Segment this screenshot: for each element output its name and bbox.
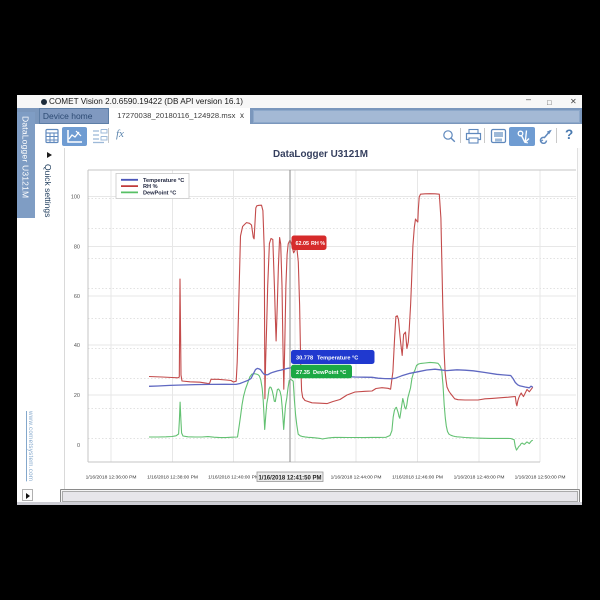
svg-text:RH %: RH % (143, 184, 158, 190)
svg-text:1/16/2018 12:36:00 PM: 1/16/2018 12:36:00 PM (86, 475, 137, 481)
svg-text:DewPoint °C: DewPoint °C (313, 370, 346, 376)
svg-text:30.778: 30.778 (296, 355, 313, 361)
svg-text:1/16/2018 12:46:00 PM: 1/16/2018 12:46:00 PM (392, 475, 443, 481)
svg-text:DataLogger U3121M: DataLogger U3121M (273, 149, 368, 160)
svg-text:62.05: 62.05 (296, 241, 310, 247)
svg-text:Temperature °C: Temperature °C (143, 178, 184, 184)
svg-text:DewPoint °C: DewPoint °C (143, 190, 176, 196)
svg-text:1/16/2018 12:40:00 PM: 1/16/2018 12:40:00 PM (208, 475, 259, 481)
svg-text:RH %: RH % (311, 241, 325, 247)
svg-text:1/16/2018 12:41:50 PM: 1/16/2018 12:41:50 PM (258, 475, 321, 481)
svg-text:20: 20 (74, 393, 80, 399)
svg-text:Temperature °C: Temperature °C (317, 355, 358, 361)
svg-text:100: 100 (71, 195, 80, 201)
svg-text:40: 40 (74, 343, 80, 349)
svg-text:1/16/2018 12:48:00 PM: 1/16/2018 12:48:00 PM (454, 475, 505, 481)
svg-text:0: 0 (77, 443, 80, 449)
svg-text:60: 60 (74, 294, 80, 300)
svg-text:1/16/2018 12:38:00 PM: 1/16/2018 12:38:00 PM (147, 475, 198, 481)
svg-text:27.35: 27.35 (296, 370, 310, 376)
svg-text:80: 80 (74, 245, 80, 251)
svg-text:1/16/2018 12:44:00 PM: 1/16/2018 12:44:00 PM (331, 475, 382, 481)
svg-text:1/16/2018 12:50:00 PM: 1/16/2018 12:50:00 PM (515, 475, 566, 481)
